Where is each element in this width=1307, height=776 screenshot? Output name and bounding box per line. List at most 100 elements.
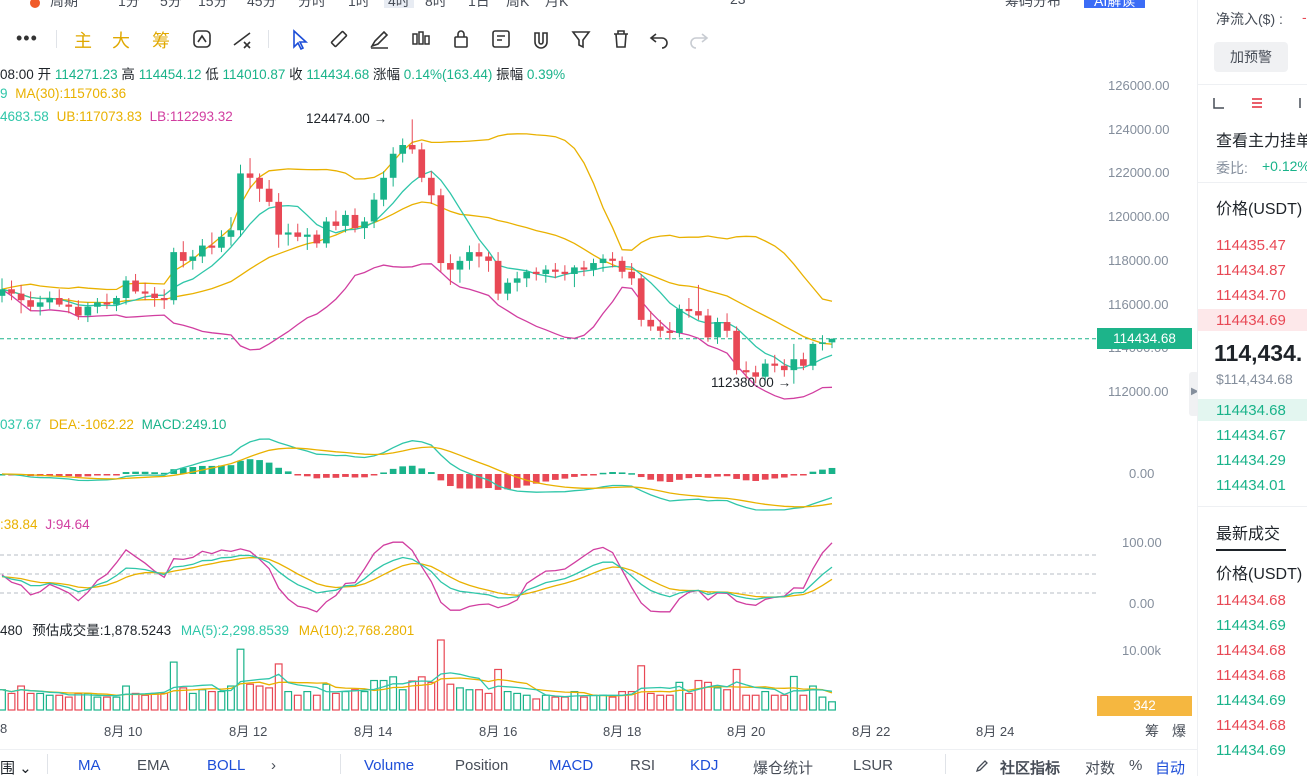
volume-bar: [389, 676, 398, 711]
trash-icon[interactable]: [610, 28, 632, 50]
candle-body: [752, 372, 760, 377]
community-indicators[interactable]: 社区指标: [1000, 760, 1061, 776]
timeframe-tab[interactable]: 月K: [545, 0, 569, 8]
bid-price[interactable]: 114434.01: [1216, 477, 1286, 494]
cursor-icon[interactable]: [289, 28, 311, 50]
indicator-kdj[interactable]: KDJ: [690, 757, 719, 774]
candle-body: [199, 245, 206, 257]
bid-price[interactable]: 114434.68: [1216, 402, 1286, 419]
pen-icon[interactable]: [368, 28, 390, 50]
orderbook-both-icon[interactable]: [1211, 95, 1227, 111]
timeframe-tab[interactable]: 4时: [384, 0, 414, 8]
ask-price[interactable]: 114434.87: [1216, 262, 1286, 279]
panel-collapse-handle[interactable]: ▶: [1189, 372, 1199, 416]
candle-body: [179, 252, 187, 261]
range-selector[interactable]: 围 ⌄: [0, 760, 32, 776]
macd-histogram-bar: [532, 474, 540, 484]
orderbook-bids-icon[interactable]: [1297, 95, 1307, 111]
ai-analysis-button[interactable]: AI解读: [1084, 0, 1146, 8]
volume-bar: [293, 694, 302, 711]
indicator-position[interactable]: Position: [455, 757, 509, 774]
candle-body: [761, 363, 769, 377]
candle-body: [714, 322, 721, 338]
macd-histogram-bar: [695, 474, 702, 478]
candle-body: [370, 199, 378, 222]
ask-price[interactable]: 114434.70: [1216, 287, 1286, 304]
line-tool-icon[interactable]: [231, 28, 253, 50]
percent-toggle[interactable]: %: [1129, 757, 1143, 774]
bid-price[interactable]: 114434.67: [1216, 427, 1286, 444]
main-orders-title[interactable]: 查看主力挂单: [1216, 133, 1307, 150]
candle-body: [609, 258, 616, 261]
trades-title[interactable]: 最新成交: [1216, 526, 1281, 543]
undo-icon[interactable]: [648, 28, 670, 50]
indicator-volume[interactable]: Volume: [364, 757, 415, 774]
edit-indicator-icon[interactable]: [975, 759, 989, 773]
indicator-ma[interactable]: MA: [78, 757, 101, 774]
macd-histogram-bar: [475, 474, 483, 489]
bid-price[interactable]: 114434.29: [1216, 452, 1286, 469]
boll-info: 4683.58 UB:117073.83 LB:112293.32: [0, 109, 233, 124]
volume-bar: [74, 692, 83, 711]
ask-price[interactable]: 114434.69: [1216, 312, 1286, 329]
indicator-macd[interactable]: MACD: [549, 757, 594, 774]
main-force-toggle[interactable]: 主: [74, 31, 92, 52]
timeframe-tab[interactable]: 分时: [298, 0, 326, 8]
lock-icon[interactable]: [450, 28, 472, 50]
indicator-boll[interactable]: BOLL: [207, 757, 246, 774]
edit-icon[interactable]: [490, 28, 512, 50]
timeframe-tab[interactable]: 周期: [50, 0, 78, 8]
volume-bar: [188, 692, 197, 711]
cycle-icon[interactable]: [191, 28, 213, 50]
candle-body: [303, 234, 311, 237]
price-chart[interactable]: [0, 0, 1100, 720]
timeframe-tab[interactable]: 1时: [348, 0, 370, 8]
indicator-rsi[interactable]: RSI: [630, 757, 656, 774]
macd-histogram-bar: [418, 468, 426, 474]
candle-body: [561, 271, 569, 274]
candle-body: [27, 300, 34, 307]
volume-bar: [198, 689, 207, 711]
timeframe-tab[interactable]: 1分: [118, 0, 140, 8]
more-menu[interactable]: •••: [16, 28, 38, 48]
large-order-toggle[interactable]: 大: [112, 31, 130, 52]
timeframe-tab[interactable]: 8时: [425, 0, 447, 8]
candle-body: [265, 188, 273, 202]
candle-body: [647, 319, 655, 327]
chevron-right-icon[interactable]: ›: [271, 757, 276, 774]
candle-body: [332, 221, 340, 226]
orderbook-layout-icon[interactable]: [1249, 95, 1265, 111]
volume-bar: [0, 689, 6, 711]
filter-icon[interactable]: [570, 28, 592, 50]
timeframe-tab[interactable]: 1日: [468, 0, 490, 8]
volume-bar: [742, 694, 751, 711]
magnet-icon[interactable]: [530, 28, 552, 50]
add-alert-button[interactable]: 加预警: [1214, 42, 1288, 72]
macd-histogram-bar: [752, 474, 760, 481]
chip-toggle[interactable]: 筹: [152, 31, 170, 52]
timeframe-tab[interactable]: 15分: [198, 0, 228, 8]
volume-bar: [322, 683, 331, 711]
chip-distribution[interactable]: 筹码分布: [1005, 0, 1061, 8]
chip-toggle-axis[interactable]: 筹: [1145, 723, 1159, 739]
liquidation-toggle-axis[interactable]: 爆: [1172, 723, 1186, 739]
log-scale-toggle[interactable]: 对数: [1085, 760, 1116, 776]
auto-scale-toggle[interactable]: 自动: [1155, 760, 1186, 776]
candle-tool-icon[interactable]: [410, 28, 432, 50]
volume-bar: [799, 694, 808, 711]
macd-histogram-bar: [408, 465, 416, 474]
ruler-icon[interactable]: [328, 28, 350, 50]
timeframe-tab[interactable]: 5分: [160, 0, 182, 8]
indicator-ema[interactable]: EMA: [137, 757, 170, 774]
redo-icon[interactable]: [688, 28, 710, 50]
volume-bar: [436, 639, 445, 711]
candle-body: [313, 234, 321, 244]
indicator-liquidation[interactable]: 爆仓统计: [753, 760, 814, 776]
timeframe-tab[interactable]: 45分: [247, 0, 277, 8]
ask-price[interactable]: 114435.47: [1216, 237, 1286, 254]
timeframe-tab[interactable]: 周K: [506, 0, 530, 8]
macd-histogram-bar: [819, 469, 826, 474]
indicator-lsur[interactable]: LSUR: [853, 757, 894, 774]
volume-bar: [64, 696, 73, 711]
trade-price: 114434.69: [1216, 617, 1286, 634]
